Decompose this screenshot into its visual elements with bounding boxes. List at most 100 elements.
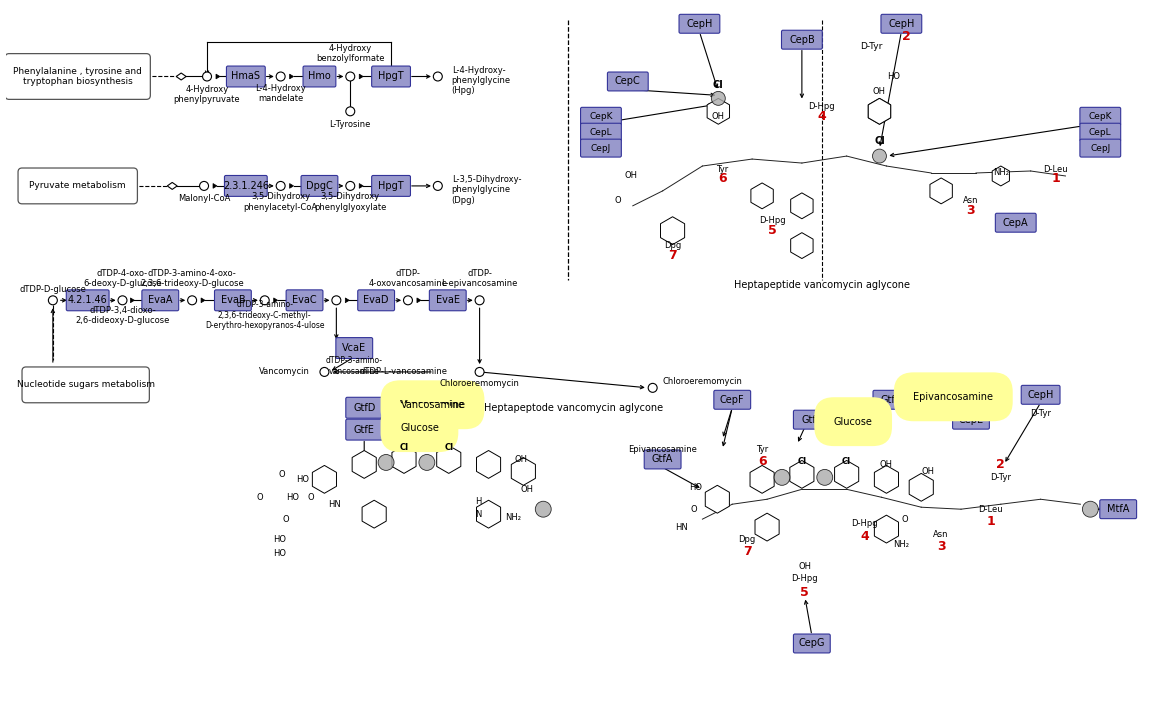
Text: D-Leu: D-Leu — [979, 505, 1003, 513]
Circle shape — [260, 296, 269, 305]
FancyBboxPatch shape — [1080, 108, 1120, 125]
Polygon shape — [216, 74, 220, 79]
Text: 3: 3 — [936, 541, 946, 554]
FancyBboxPatch shape — [224, 176, 267, 196]
Text: EvaE: EvaE — [436, 295, 460, 305]
FancyBboxPatch shape — [580, 108, 621, 125]
Text: 5: 5 — [800, 587, 809, 599]
Circle shape — [649, 384, 657, 392]
FancyBboxPatch shape — [580, 123, 621, 141]
FancyBboxPatch shape — [580, 139, 621, 157]
Text: 6: 6 — [718, 173, 727, 186]
FancyBboxPatch shape — [142, 290, 179, 310]
FancyBboxPatch shape — [881, 14, 921, 33]
Text: CepK: CepK — [1089, 112, 1112, 120]
Text: Dpg: Dpg — [739, 535, 756, 543]
Polygon shape — [707, 98, 729, 124]
Text: Epivancosamine: Epivancosamine — [913, 391, 993, 402]
FancyBboxPatch shape — [22, 367, 149, 403]
Circle shape — [276, 72, 286, 81]
FancyBboxPatch shape — [303, 66, 336, 87]
FancyBboxPatch shape — [336, 338, 372, 358]
Polygon shape — [290, 74, 294, 79]
Text: D-Hpg: D-Hpg — [851, 518, 877, 528]
Text: 4.2.1.46: 4.2.1.46 — [68, 295, 108, 305]
Polygon shape — [909, 473, 933, 501]
Polygon shape — [750, 465, 775, 493]
Circle shape — [202, 72, 212, 81]
FancyBboxPatch shape — [357, 290, 394, 310]
Text: 3,5-Dihydroxy
phenylglyoxylate: 3,5-Dihydroxy phenylglyoxylate — [314, 192, 386, 212]
Text: 4-Hydroxy
phenylpyruvate: 4-Hydroxy phenylpyruvate — [173, 85, 240, 104]
Polygon shape — [417, 298, 421, 303]
Text: OH: OH — [712, 112, 725, 120]
Circle shape — [475, 367, 484, 376]
FancyBboxPatch shape — [793, 410, 830, 429]
Text: Chloroeremomycin: Chloroeremomycin — [439, 379, 519, 389]
Text: OH: OH — [514, 455, 528, 464]
Polygon shape — [346, 298, 349, 303]
Text: Vancosamine: Vancosamine — [400, 400, 465, 409]
Text: 6: 6 — [758, 455, 766, 468]
Text: O: O — [283, 515, 290, 523]
Circle shape — [475, 296, 484, 305]
FancyBboxPatch shape — [873, 390, 910, 409]
FancyBboxPatch shape — [1080, 139, 1120, 157]
Text: N: N — [475, 510, 482, 518]
Text: 2: 2 — [996, 458, 1006, 471]
Polygon shape — [705, 485, 729, 513]
Polygon shape — [868, 98, 890, 124]
Text: Cl: Cl — [842, 457, 851, 466]
Text: OH: OH — [799, 562, 812, 571]
Polygon shape — [791, 193, 813, 219]
Text: Dpg: Dpg — [664, 241, 681, 250]
Circle shape — [711, 92, 725, 105]
Circle shape — [434, 181, 443, 191]
Circle shape — [434, 72, 443, 81]
Text: L-4-Hydroxy
mandelate: L-4-Hydroxy mandelate — [255, 84, 306, 103]
Circle shape — [378, 455, 394, 470]
Text: 7: 7 — [668, 249, 677, 262]
FancyBboxPatch shape — [227, 66, 265, 87]
Circle shape — [346, 72, 355, 81]
Text: L-3,5-Dihydroxy-
phenylglycine
(Dpg): L-3,5-Dihydroxy- phenylglycine (Dpg) — [452, 175, 521, 205]
Text: dTDP-3-amino-
2,3,6-trideoxy-C-methyl-
D-erythro-hexopyranos-4-ulose: dTDP-3-amino- 2,3,6-trideoxy-C-methyl- D… — [205, 300, 325, 330]
Text: D-Hpg: D-Hpg — [808, 102, 835, 111]
Text: Tyr: Tyr — [756, 445, 769, 454]
Text: D-Leu: D-Leu — [1043, 164, 1068, 174]
Text: HO: HO — [274, 535, 287, 543]
FancyBboxPatch shape — [215, 290, 251, 310]
Polygon shape — [660, 217, 684, 244]
Text: Heptapeptide vancomycin aglycone: Heptapeptide vancomycin aglycone — [734, 280, 910, 290]
Polygon shape — [392, 445, 416, 473]
Polygon shape — [874, 465, 898, 493]
Text: CepG: CepG — [799, 638, 825, 648]
Text: HO: HO — [887, 72, 899, 81]
FancyBboxPatch shape — [1099, 500, 1136, 518]
FancyBboxPatch shape — [372, 176, 410, 196]
Text: Glucose: Glucose — [833, 417, 873, 427]
Text: 1: 1 — [986, 515, 995, 528]
Polygon shape — [791, 233, 813, 259]
Text: 3,5-Dihydroxy
phenylacetyl-CoA: 3,5-Dihydroxy phenylacetyl-CoA — [244, 192, 318, 212]
Text: CepK: CepK — [590, 112, 613, 120]
FancyBboxPatch shape — [372, 66, 410, 87]
Text: CepL: CepL — [590, 128, 613, 137]
Text: GtfB: GtfB — [801, 414, 823, 424]
Text: GtfE: GtfE — [354, 424, 375, 435]
FancyBboxPatch shape — [953, 410, 990, 429]
Text: O: O — [615, 196, 621, 205]
Text: CepH: CepH — [687, 19, 712, 29]
Text: dTDP-3-amino-4-oxo-
2,3,6-trideoxy-D-glucose: dTDP-3-amino-4-oxo- 2,3,6-trideoxy-D-glu… — [140, 269, 244, 288]
Text: 4-Hydroxy
benzolylformate: 4-Hydroxy benzolylformate — [316, 44, 385, 63]
Text: DpgC: DpgC — [306, 181, 333, 191]
FancyBboxPatch shape — [995, 213, 1036, 232]
Text: HpgT: HpgT — [378, 181, 403, 191]
Text: dTDP-
4-oxovancosamine: dTDP- 4-oxovancosamine — [369, 269, 447, 288]
Text: Cl: Cl — [874, 136, 884, 146]
Text: EvaB: EvaB — [221, 295, 245, 305]
FancyBboxPatch shape — [66, 290, 109, 310]
Circle shape — [200, 181, 208, 191]
Circle shape — [418, 455, 435, 470]
Text: HO: HO — [274, 549, 287, 559]
